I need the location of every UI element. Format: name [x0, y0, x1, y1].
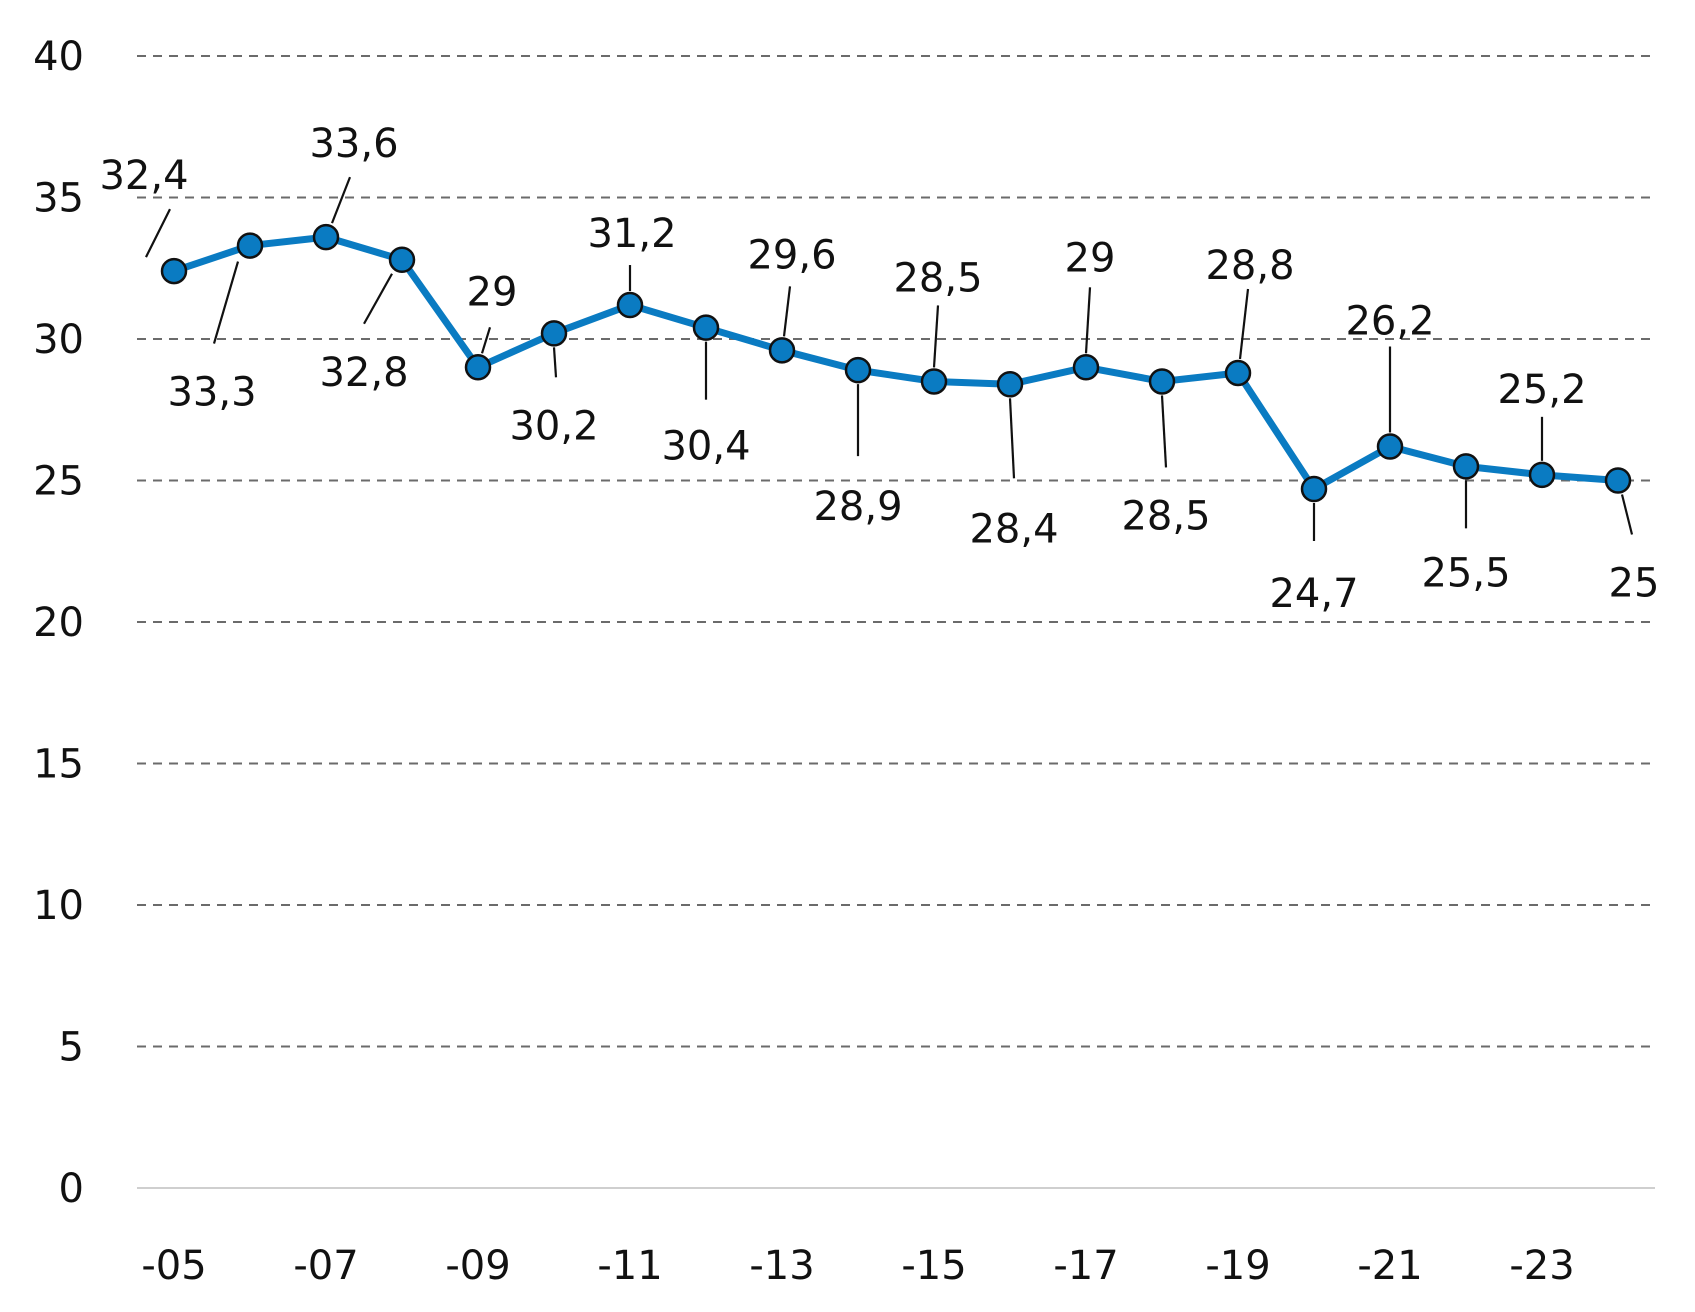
y-axis: 0 5 10 15 20 25 30 35 40 [33, 34, 84, 1212]
data-label: 28,5 [893, 255, 982, 301]
y-tick-label: 10 [33, 883, 84, 929]
data-label: 29,6 [747, 232, 836, 278]
leader-line [1160, 395, 1168, 468]
x-tick-label: -11 [597, 1243, 662, 1289]
data-label: 25,2 [1497, 367, 1586, 413]
data-label: 32,8 [319, 350, 408, 396]
data-point [1148, 368, 1176, 395]
data-label: 28,4 [969, 506, 1058, 552]
data-point [1300, 475, 1328, 503]
data-label: 29 [1065, 235, 1116, 281]
data-label: 28,9 [813, 484, 902, 530]
y-tick-label: 15 [33, 742, 84, 788]
data-point [236, 232, 264, 259]
data-label: 33,3 [167, 370, 256, 416]
leader-line [145, 208, 171, 258]
x-tick-label: -15 [901, 1243, 966, 1289]
data-label: 33,6 [309, 121, 398, 167]
data-point [616, 291, 644, 319]
data-points [160, 223, 1632, 503]
data-label: 29 [467, 269, 518, 315]
x-tick-label: -07 [293, 1243, 358, 1289]
y-tick-label: 35 [33, 176, 84, 222]
leader-line [1238, 288, 1250, 360]
series [170, 233, 1622, 493]
leader-line [552, 347, 558, 378]
y-tick-label: 5 [59, 1025, 84, 1071]
data-point [844, 356, 872, 384]
leader-lines [145, 176, 1634, 541]
y-tick-label: 40 [33, 34, 84, 80]
data-point [1224, 359, 1252, 387]
data-label: 31,2 [587, 211, 676, 257]
grid [137, 55, 1655, 1189]
series-line [170, 233, 1622, 493]
x-tick-label: -09 [445, 1243, 510, 1289]
x-axis: -05 -07 -09 -11 -13 -15 -17 -19 -21 -23 [141, 1243, 1574, 1289]
data-label: 25,5 [1421, 550, 1510, 596]
y-tick-label: 25 [33, 459, 84, 505]
data-point [768, 337, 796, 364]
leader-line [330, 176, 352, 224]
data-point [388, 246, 416, 274]
leader-line [480, 326, 492, 354]
data-point [1452, 453, 1480, 480]
leader-line [363, 273, 393, 325]
data-label: 32,4 [99, 153, 188, 199]
data-point [464, 354, 492, 381]
data-label: 26,2 [1345, 299, 1434, 345]
y-tick-label: 30 [33, 317, 84, 363]
data-point [920, 368, 948, 395]
leader-line [932, 305, 940, 368]
x-tick-label: -21 [1357, 1243, 1422, 1289]
leader-line [1084, 287, 1092, 354]
data-point [1528, 461, 1556, 489]
data-point [160, 257, 188, 285]
data-point [996, 371, 1024, 398]
x-tick-label: -13 [749, 1243, 814, 1289]
x-tick-label: -05 [141, 1243, 206, 1289]
y-tick-label: 20 [33, 600, 84, 646]
data-point [1376, 433, 1404, 460]
data-label: 30,2 [509, 403, 598, 449]
leader-line [1008, 398, 1016, 479]
data-label: 24,7 [1269, 571, 1358, 617]
data-point [1072, 354, 1100, 381]
leader-line [1620, 494, 1634, 535]
data-label: 28,5 [1121, 493, 1210, 539]
data-point [312, 223, 340, 251]
y-tick-label: 0 [59, 1166, 84, 1212]
data-label: 25 [1609, 561, 1660, 607]
data-point [1604, 467, 1632, 494]
data-point [540, 320, 568, 347]
data-label: 28,8 [1205, 243, 1294, 289]
x-tick-label: -17 [1053, 1243, 1118, 1289]
leader-line [782, 286, 792, 337]
leader-line [212, 261, 240, 344]
x-tick-label: -19 [1205, 1243, 1270, 1289]
x-tick-label: -23 [1509, 1243, 1574, 1289]
data-point [692, 314, 720, 341]
data-label: 30,4 [661, 424, 750, 470]
data-labels: 32,4 33,3 33,6 32,8 29 30,2 31,2 30,4 29,6 28,9 28… [99, 121, 1659, 617]
